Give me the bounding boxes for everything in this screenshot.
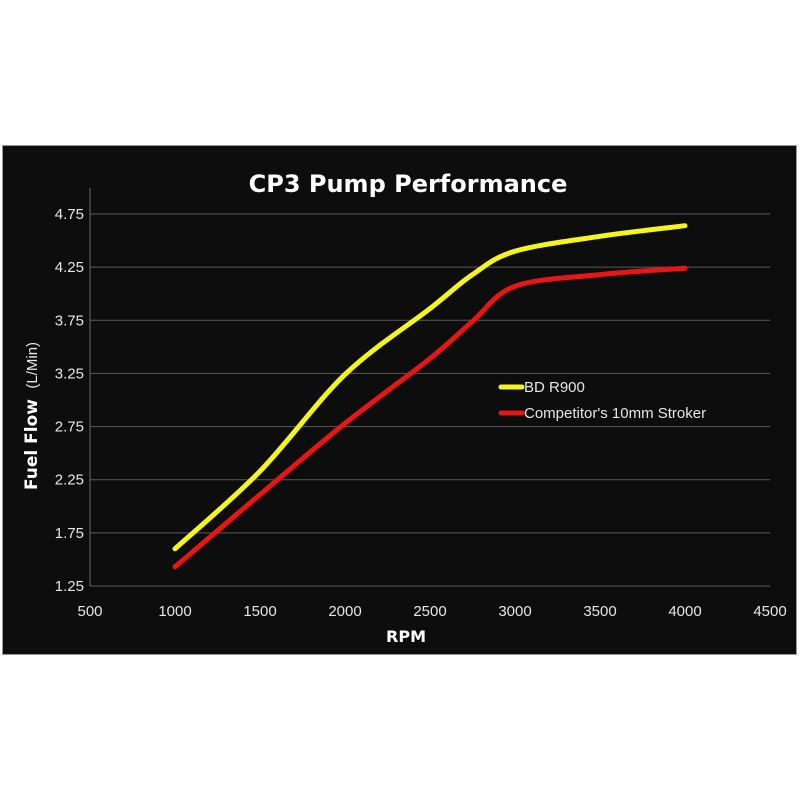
y-tick-label: 1.25 xyxy=(55,578,84,595)
y-tick-label: 2.25 xyxy=(55,472,84,489)
series-line-0 xyxy=(172,223,688,552)
y-axis-label: Fuel Flow (L/Min) xyxy=(22,342,42,490)
series-line-1 xyxy=(172,265,688,570)
chart-panel: CP3 Pump Performance 1.25 1.75 2.25 2.75 3.2… xyxy=(2,145,797,655)
y-tick-labels: 1.25 1.75 2.25 2.75 3.25 3.75 4.25 4.75 xyxy=(55,206,84,595)
y-axis-label-unit: (L/Min) xyxy=(24,342,41,389)
y-tick-label: 4.25 xyxy=(55,259,84,276)
legend-label: BD R900 xyxy=(524,379,585,396)
y-tick-label: 3.75 xyxy=(55,312,84,329)
y-axis-label-main: Fuel Flow xyxy=(22,399,42,490)
series-lines xyxy=(172,223,688,570)
x-tick-label: 3500 xyxy=(583,603,616,620)
legend-label: Competitor's 10mm Stroker xyxy=(524,405,706,422)
chart-title: CP3 Pump Performance xyxy=(249,170,568,198)
x-tick-label: 500 xyxy=(77,603,102,620)
x-tick-label: 2500 xyxy=(413,603,446,620)
x-tick-labels: 500 1000 1500 2000 2500 3000 3500 4000 4500 xyxy=(77,603,786,620)
x-axis-label: RPM xyxy=(386,627,426,646)
gridlines xyxy=(89,188,770,587)
line-chart: CP3 Pump Performance 1.25 1.75 2.25 2.75 3.2… xyxy=(22,170,787,646)
x-tick-label: 2000 xyxy=(328,603,361,620)
y-tick-label: 1.75 xyxy=(55,525,84,542)
x-tick-label: 3000 xyxy=(498,603,531,620)
legend: BD R900 Competitor's 10mm Stroker xyxy=(498,379,706,422)
y-tick-label: 2.75 xyxy=(55,419,84,436)
y-tick-label: 3.25 xyxy=(55,365,84,382)
x-tick-label: 1500 xyxy=(243,603,276,620)
y-tick-label: 4.75 xyxy=(55,206,84,223)
x-tick-label: 4000 xyxy=(668,603,701,620)
x-tick-label: 4500 xyxy=(753,603,786,620)
x-tick-label: 1000 xyxy=(158,603,191,620)
